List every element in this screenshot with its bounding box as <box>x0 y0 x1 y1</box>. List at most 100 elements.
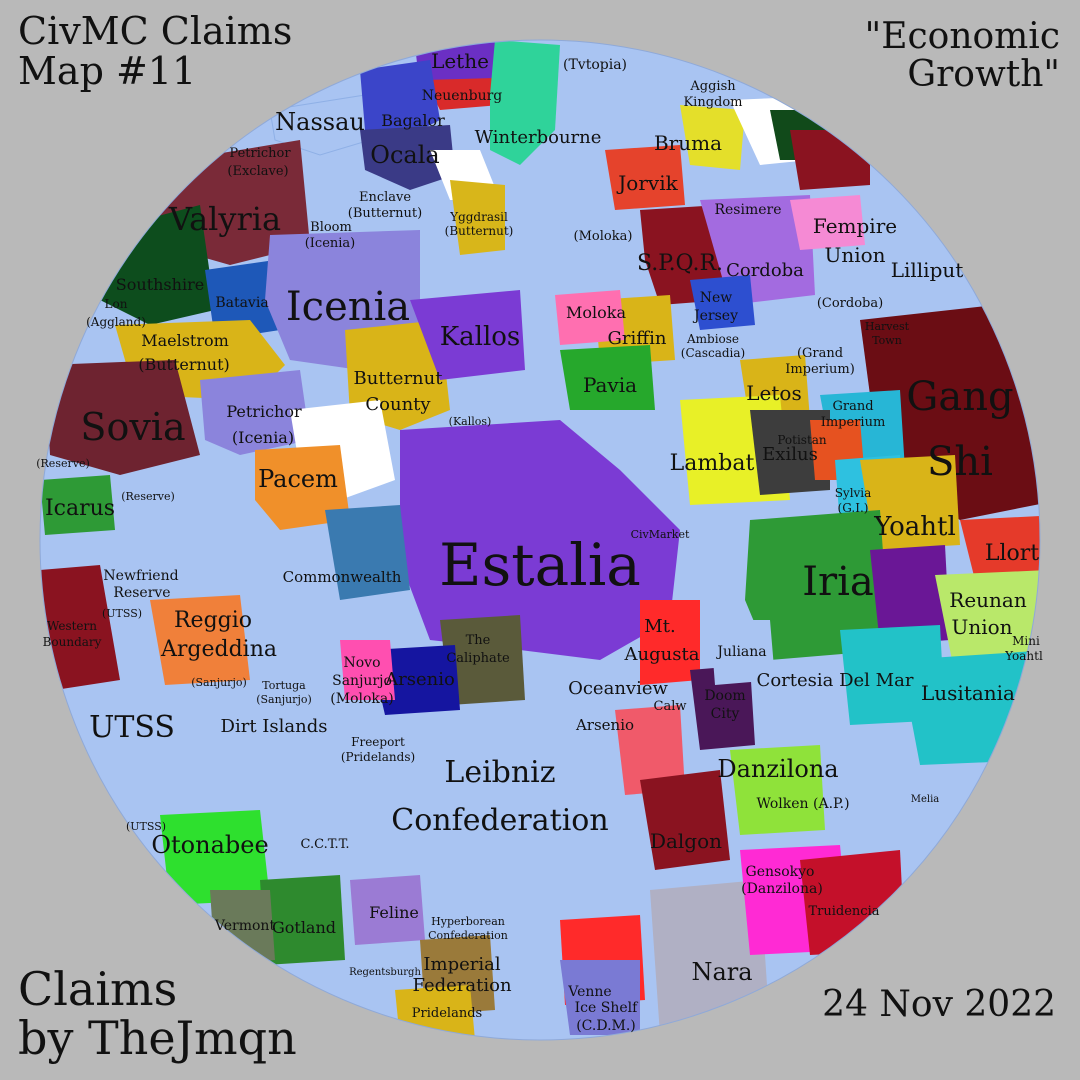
label-exilus: Exilus <box>762 444 818 465</box>
label-mini-yoahtl-2: Yoahtl <box>1004 649 1043 663</box>
label-imperial-2: Federation <box>412 975 511 996</box>
map-title: CivMC Claims Map #11 <box>18 11 292 93</box>
label-regentsburgh: Regentsburgh <box>349 967 421 978</box>
label-reunan-2: Union <box>951 615 1012 639</box>
region-pavia <box>560 345 655 410</box>
region-iria <box>745 510 890 660</box>
label-harvest-2: Town <box>872 334 902 347</box>
label-cortesia: Cortesia Del Mar <box>757 670 914 691</box>
label-civmarket: CivMarket <box>631 528 690 541</box>
label-tortuga-1: Tortuga <box>262 679 306 692</box>
region-novo <box>340 640 395 700</box>
region-western-boundary <box>40 565 120 690</box>
label-utss-paren: (UTSS) <box>102 607 142 620</box>
label-newfriend-2: Reserve <box>113 585 170 601</box>
label-fempire-1: Fempire <box>813 214 897 238</box>
label-sylvia-2: (G.I.) <box>838 501 869 515</box>
label-arsenio: Arsenio <box>384 669 455 690</box>
map-title-line2: Map #11 <box>18 48 197 93</box>
label-gensokyo-1: Gensokyo <box>746 864 815 880</box>
region-yoahtl <box>860 455 960 550</box>
label-maelstrom-2: (Butternut) <box>138 355 230 374</box>
region-caliphate <box>440 615 525 705</box>
label-otonabee: Otonabee <box>151 831 268 859</box>
label-griffin: Griffin <box>608 328 667 349</box>
region-pink-ne <box>790 195 865 250</box>
label-llort: Llort <box>985 541 1039 566</box>
label-caliphate-1: The <box>466 633 491 648</box>
label-gang-shi-2: Shi <box>927 439 993 485</box>
label-winterbourne: Winterbourne <box>475 127 602 148</box>
label-petrichor-1: Petrichor <box>226 402 302 421</box>
region-nassau <box>269 94 371 156</box>
label-novo-2: Sanjurjo <box>332 673 392 689</box>
region-dalgon <box>640 770 730 870</box>
map-rim <box>39 39 1041 1041</box>
label-bagalor: Bagalor <box>381 111 445 130</box>
label-utss: UTSS <box>89 710 175 745</box>
label-grand-imp-paren2: Imperium) <box>785 362 855 377</box>
label-sovia: Sovia <box>80 405 185 449</box>
region-bagalor <box>360 60 440 140</box>
map-subtitle: "Economic Growth" <box>865 18 1060 94</box>
label-doom-city-2: City <box>711 706 740 722</box>
label-reserve-2: (Reserve) <box>121 490 175 503</box>
region-truidencia <box>800 850 905 955</box>
region-moloka <box>555 290 625 345</box>
label-freeport-1: Freeport <box>351 735 405 749</box>
region-reggio <box>150 595 250 685</box>
label-western-2: Boundary <box>43 635 102 649</box>
label-feline: Feline <box>369 903 419 922</box>
label-butternut-2: County <box>365 394 431 415</box>
region-commonwealth <box>325 505 410 600</box>
label-reggio-1: Reggio <box>174 608 252 633</box>
label-new-jersey-1: New <box>700 290 733 306</box>
label-resimere: Resimere <box>714 202 781 218</box>
label-butternut-1: Butternut <box>354 368 444 389</box>
label-estalia: Estalia <box>439 531 641 599</box>
map-credit: Claims by TheJmqn <box>18 965 297 1062</box>
label-calw: Calw <box>654 699 687 714</box>
label-cordoba-paren: (Cordoba) <box>817 296 883 311</box>
region-feline <box>350 875 425 945</box>
label-lilliput: Lilliput <box>891 258 964 282</box>
label-venne: Venne <box>567 984 611 1000</box>
label-iria: Iria <box>802 559 874 605</box>
label-truidencia: Truidencia <box>809 904 880 919</box>
map-subtitle-line1: "Economic <box>864 16 1060 57</box>
label-ambiose-1: Ambiose <box>686 332 739 346</box>
label-new-jersey-2: Jersey <box>692 308 738 324</box>
label-ice-shelf-2: (C.D.M.) <box>576 1018 636 1034</box>
label-ccrt: C.C.T.T. <box>300 837 349 852</box>
region-sovia <box>45 360 200 475</box>
label-dalgon: Dalgon <box>650 829 722 853</box>
label-bruma: Bruma <box>654 131 722 155</box>
label-novo-3: (Moloka) <box>330 691 393 707</box>
map-credit-line2: by TheJmqn <box>18 1010 297 1065</box>
region-kallos <box>410 290 525 380</box>
label-western-1: Western <box>47 619 97 633</box>
label-petrichor-2: (Icenia) <box>232 428 294 447</box>
label-icarus: Icarus <box>45 496 115 521</box>
label-utss-paren2: (UTSS) <box>126 820 166 833</box>
label-hyperborean-1: Hyperborean <box>431 915 505 928</box>
label-ice-shelf-1: Ice Shelf <box>575 1000 639 1016</box>
map-credit-line1: Claims <box>18 962 178 1017</box>
label-imperial-1: Imperial <box>423 954 500 975</box>
label-ambiose-2: (Cascadia) <box>681 346 745 360</box>
label-tvtopia: (Tvtopia) <box>563 57 627 73</box>
label-batavia: Batavia <box>215 295 268 311</box>
label-yoahtl: Yoahtl <box>873 512 956 542</box>
label-pacem: Pacem <box>258 465 338 493</box>
claim-regions <box>40 40 1040 1040</box>
region-yggdrasil <box>450 180 505 255</box>
label-arsenio-pact: Arsenio <box>575 716 634 734</box>
label-reserve-1: (Reserve) <box>36 457 90 470</box>
region-danzilona <box>730 745 825 835</box>
label-lon-1: Lon <box>105 297 128 311</box>
label-kallos-paren: (Kallos) <box>449 415 492 428</box>
region-yellow-ne <box>680 105 745 170</box>
region-juliana <box>710 620 775 685</box>
region-lusitania <box>900 650 1040 765</box>
